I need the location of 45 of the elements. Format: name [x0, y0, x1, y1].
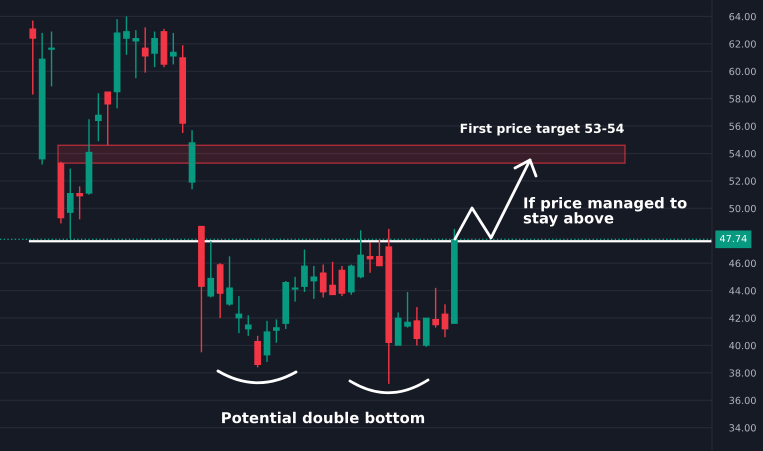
candlestick [404, 291, 411, 328]
candlestick [95, 92, 102, 142]
candlestick [170, 32, 177, 66]
candlestick [244, 314, 252, 337]
y-tick-label: 42.00 [729, 314, 756, 322]
y-tick-label: 38.00 [729, 369, 756, 377]
y-tick-label: 52.00 [729, 177, 756, 185]
candlestick [264, 320, 270, 363]
annotation: If price managed to stay above [524, 197, 687, 227]
candlestick [329, 261, 336, 296]
y-tick-label: 36.00 [729, 396, 756, 404]
y-tick-label: 46.00 [729, 260, 756, 268]
candlestick [132, 29, 140, 79]
y-tick-label: 64.00 [729, 12, 756, 20]
candlestick [320, 264, 327, 298]
y-tick-label: 62.00 [729, 40, 756, 48]
y-tick-label: 56.00 [729, 122, 756, 130]
band-label: First price target 53-54 [460, 123, 624, 136]
y-tick-label: 40.00 [729, 342, 756, 350]
candlestick [366, 242, 374, 274]
y-tick-label: 60.00 [729, 68, 756, 76]
candlestick [236, 295, 242, 334]
y-tick-label: 34.00 [729, 424, 756, 432]
y-tick-label: 44.00 [729, 287, 756, 294]
candlestick [76, 186, 83, 220]
candlestick [376, 239, 383, 267]
candlestick [142, 26, 149, 74]
candlestick [48, 30, 55, 88]
candlestick [432, 287, 439, 328]
candlestick [151, 30, 158, 68]
candlestick [226, 256, 233, 306]
y-tick-label: 58.00 [729, 95, 756, 103]
annotation: Potential double bottom [222, 412, 424, 424]
candlestick [301, 248, 308, 293]
ref-line-label: 47.74 [720, 234, 747, 242]
candlestick [414, 306, 420, 346]
candlestick [442, 304, 448, 338]
candlestick [254, 335, 261, 368]
y-tick-label: 54.00 [729, 150, 756, 158]
candlestick [310, 265, 318, 300]
candlestick [123, 16, 130, 56]
candlestick [292, 276, 298, 302]
y-tick-label: 50.00 [729, 204, 756, 212]
candlestick [29, 20, 36, 96]
candlestick [338, 265, 346, 297]
